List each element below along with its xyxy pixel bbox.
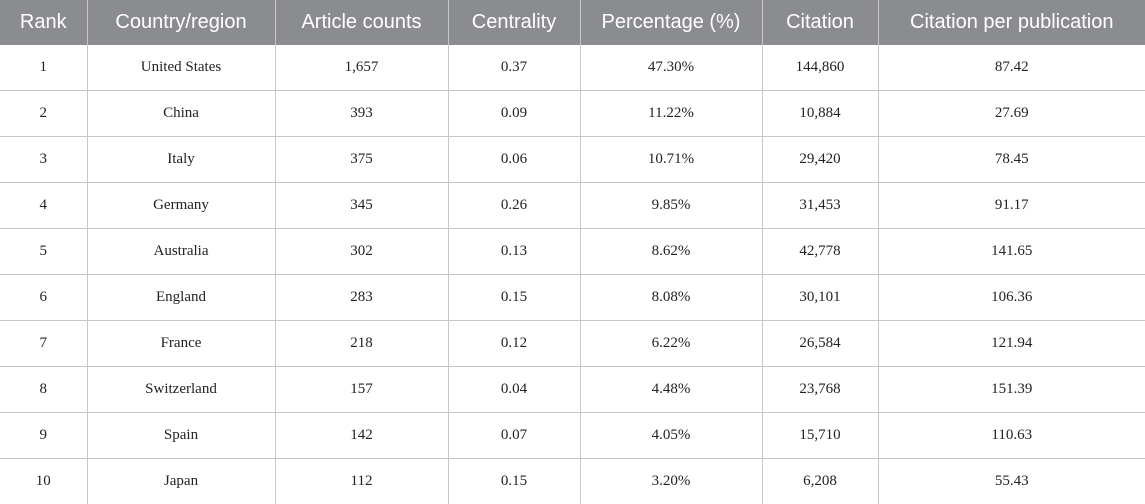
- cell-citation: 15,710: [762, 413, 878, 459]
- cell-country-region: Japan: [87, 459, 275, 504]
- cell-citation-per-publication: 27.69: [878, 91, 1145, 137]
- cell-article-counts: 157: [275, 367, 448, 413]
- cell-article-counts: 218: [275, 321, 448, 367]
- header-row: Rank Country/region Article counts Centr…: [0, 0, 1145, 45]
- table-row: 3 Italy 375 0.06 10.71% 29,420 78.45: [0, 137, 1145, 183]
- cell-country-region: Italy: [87, 137, 275, 183]
- header-rank: Rank: [0, 0, 87, 45]
- cell-centrality: 0.15: [448, 459, 580, 504]
- cell-citation: 42,778: [762, 229, 878, 275]
- cell-article-counts: 345: [275, 183, 448, 229]
- header-country-region: Country/region: [87, 0, 275, 45]
- cell-citation: 10,884: [762, 91, 878, 137]
- cell-citation-per-publication: 141.65: [878, 229, 1145, 275]
- cell-percentage: 8.62%: [580, 229, 762, 275]
- header-citation: Citation: [762, 0, 878, 45]
- table-row: 10 Japan 112 0.15 3.20% 6,208 55.43: [0, 459, 1145, 504]
- header-article-counts: Article counts: [275, 0, 448, 45]
- cell-rank: 1: [0, 45, 87, 91]
- cell-citation-per-publication: 55.43: [878, 459, 1145, 504]
- cell-citation: 30,101: [762, 275, 878, 321]
- cell-country-region: China: [87, 91, 275, 137]
- cell-percentage: 47.30%: [580, 45, 762, 91]
- cell-centrality: 0.06: [448, 137, 580, 183]
- cell-article-counts: 283: [275, 275, 448, 321]
- cell-percentage: 9.85%: [580, 183, 762, 229]
- cell-citation: 26,584: [762, 321, 878, 367]
- cell-centrality: 0.07: [448, 413, 580, 459]
- cell-percentage: 11.22%: [580, 91, 762, 137]
- cell-article-counts: 142: [275, 413, 448, 459]
- cell-citation-per-publication: 87.42: [878, 45, 1145, 91]
- table-row: 6 England 283 0.15 8.08% 30,101 106.36: [0, 275, 1145, 321]
- cell-citation: 29,420: [762, 137, 878, 183]
- table-row: 4 Germany 345 0.26 9.85% 31,453 91.17: [0, 183, 1145, 229]
- cell-citation-per-publication: 121.94: [878, 321, 1145, 367]
- cell-article-counts: 393: [275, 91, 448, 137]
- cell-country-region: England: [87, 275, 275, 321]
- cell-citation-per-publication: 106.36: [878, 275, 1145, 321]
- cell-citation: 6,208: [762, 459, 878, 504]
- cell-percentage: 3.20%: [580, 459, 762, 504]
- cell-article-counts: 1,657: [275, 45, 448, 91]
- cell-citation: 144,860: [762, 45, 878, 91]
- cell-citation-per-publication: 78.45: [878, 137, 1145, 183]
- header-citation-per-publication: Citation per publication: [878, 0, 1145, 45]
- cell-percentage: 4.48%: [580, 367, 762, 413]
- cell-country-region: United States: [87, 45, 275, 91]
- cell-percentage: 4.05%: [580, 413, 762, 459]
- cell-rank: 5: [0, 229, 87, 275]
- cell-centrality: 0.37: [448, 45, 580, 91]
- cell-citation: 31,453: [762, 183, 878, 229]
- header-centrality: Centrality: [448, 0, 580, 45]
- cell-citation-per-publication: 91.17: [878, 183, 1145, 229]
- cell-citation: 23,768: [762, 367, 878, 413]
- table-row: 5 Australia 302 0.13 8.62% 42,778 141.65: [0, 229, 1145, 275]
- cell-rank: 2: [0, 91, 87, 137]
- cell-rank: 10: [0, 459, 87, 504]
- cell-country-region: Australia: [87, 229, 275, 275]
- cell-centrality: 0.09: [448, 91, 580, 137]
- cell-centrality: 0.13: [448, 229, 580, 275]
- cell-country-region: France: [87, 321, 275, 367]
- table-row: 7 France 218 0.12 6.22% 26,584 121.94: [0, 321, 1145, 367]
- cell-citation-per-publication: 110.63: [878, 413, 1145, 459]
- cell-article-counts: 302: [275, 229, 448, 275]
- cell-rank: 6: [0, 275, 87, 321]
- cell-rank: 7: [0, 321, 87, 367]
- cell-percentage: 6.22%: [580, 321, 762, 367]
- cell-article-counts: 375: [275, 137, 448, 183]
- header-percentage: Percentage (%): [580, 0, 762, 45]
- table-body: 1 United States 1,657 0.37 47.30% 144,86…: [0, 45, 1145, 504]
- cell-centrality: 0.26: [448, 183, 580, 229]
- cell-rank: 8: [0, 367, 87, 413]
- cell-country-region: Germany: [87, 183, 275, 229]
- cell-centrality: 0.04: [448, 367, 580, 413]
- cell-citation-per-publication: 151.39: [878, 367, 1145, 413]
- table-row: 8 Switzerland 157 0.04 4.48% 23,768 151.…: [0, 367, 1145, 413]
- table-row: 2 China 393 0.09 11.22% 10,884 27.69: [0, 91, 1145, 137]
- cell-rank: 9: [0, 413, 87, 459]
- cell-rank: 4: [0, 183, 87, 229]
- cell-country-region: Spain: [87, 413, 275, 459]
- table-row: 9 Spain 142 0.07 4.05% 15,710 110.63: [0, 413, 1145, 459]
- cell-country-region: Switzerland: [87, 367, 275, 413]
- cell-centrality: 0.15: [448, 275, 580, 321]
- table-row: 1 United States 1,657 0.37 47.30% 144,86…: [0, 45, 1145, 91]
- cell-centrality: 0.12: [448, 321, 580, 367]
- cell-article-counts: 112: [275, 459, 448, 504]
- cell-rank: 3: [0, 137, 87, 183]
- table-header: Rank Country/region Article counts Centr…: [0, 0, 1145, 45]
- cell-percentage: 8.08%: [580, 275, 762, 321]
- cell-percentage: 10.71%: [580, 137, 762, 183]
